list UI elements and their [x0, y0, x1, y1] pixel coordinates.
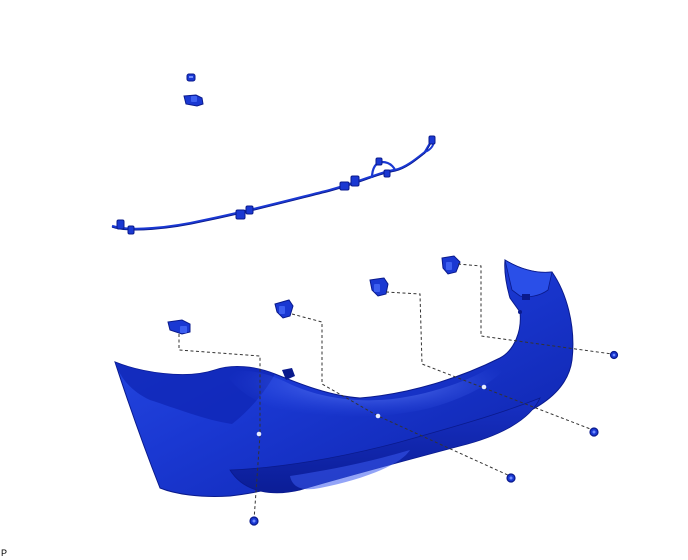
sensor-grommet-4 [518, 310, 522, 314]
sensor-grommet-1 [256, 431, 262, 437]
clip-bottom-left [249, 516, 259, 526]
sensor-retainer-top [186, 73, 196, 82]
ultrasonic-sensor-top [183, 94, 204, 107]
corner-label: P [1, 548, 8, 558]
sensor-grommet-3 [481, 384, 487, 390]
ultrasonic-sensor-center-left [274, 299, 294, 319]
sensor-grommet-2 [375, 413, 381, 419]
parking-sensor-wire-harness [111, 135, 436, 235]
clip-right [589, 427, 599, 437]
clip-far-right [609, 350, 619, 360]
clip-bottom-center [506, 473, 516, 483]
ultrasonic-sensor-right [441, 255, 461, 275]
ultrasonic-sensor-left [167, 319, 191, 335]
ultrasonic-sensor-center-right [369, 277, 389, 297]
leader-lines [178, 263, 613, 521]
rear-bumper-cover [114, 259, 574, 497]
